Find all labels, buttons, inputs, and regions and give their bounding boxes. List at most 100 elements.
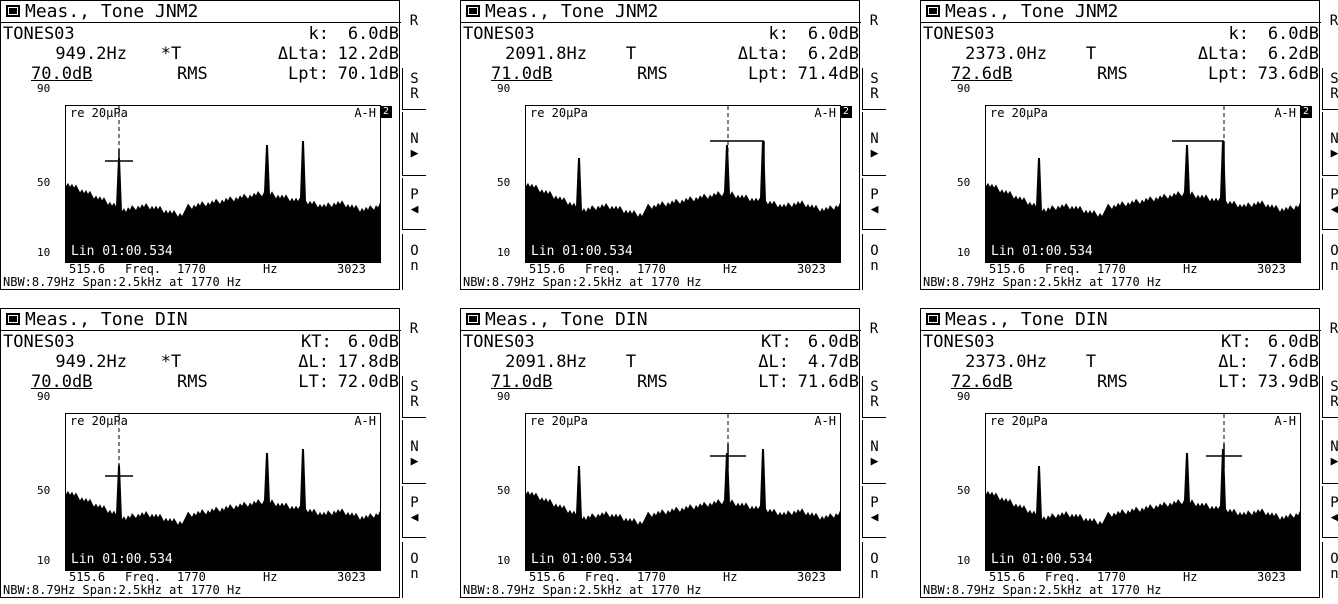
softkey-next[interactable]: N ▶ [862,112,886,176]
freq-axis-unit: Hz [1183,570,1198,584]
tone-mark: T [1085,44,1097,64]
softkey-on[interactable]: O n [402,234,426,290]
window-icon[interactable] [466,5,480,17]
tonal-level-label: Lpt: [748,64,789,84]
softkey-on[interactable]: O n [862,542,886,598]
softkey-on[interactable]: O n [402,542,426,598]
tonal-level-value: 72.0dB [337,372,399,392]
badge: 2 [840,106,852,118]
analyzer-panel: Meas., Tone JNM2 TONES03 k: 6.0dB 949.2H… [0,0,428,294]
display-frame: Meas., Tone DIN TONES03 KT: 6.0dB 2373.0… [920,308,1321,598]
window-icon[interactable] [926,5,940,17]
softkey-prev-label: P [410,187,419,203]
freq-axis-start: 515.6 [69,570,106,584]
softkey-sr[interactable]: S R [1322,68,1338,110]
triangle-left-icon: ◀ [410,202,419,217]
weighting-label: A-H [354,106,376,120]
spectrum-area [66,141,380,263]
softkey-prev[interactable]: P ◀ [862,486,886,538]
softkey-r[interactable]: R [409,321,419,337]
y-tick-bottom: 10 [497,246,511,259]
softkey-prev[interactable]: P ◀ [1322,178,1338,230]
weighting-label: A-H [354,414,376,428]
softkey-next-label: N [410,131,419,147]
window-icon[interactable] [926,313,940,325]
freq-axis-label: Freq. [125,570,162,584]
reference-label: re 20µPa [990,414,1048,428]
spectrum-plot[interactable]: re 20µPa A-H 2 Lin 01:00.534 [985,105,1312,263]
softkey-r[interactable]: R [1329,321,1338,337]
tone-frequency: 2373.0Hz [965,44,1047,64]
softkey-sr-line2: R [870,394,879,410]
display-frame: Meas., Tone JNM2 TONES03 k: 6.0dB 2091.8… [460,0,861,290]
softkey-sr[interactable]: S R [1322,376,1338,418]
softkey-r[interactable]: R [1329,13,1338,29]
time-label: Lin 01:00.534 [988,553,1096,567]
window-icon[interactable] [6,313,20,325]
freq-axis-end: 3023 [337,570,366,584]
spectrum-plot[interactable]: re 20µPa A-H 2 Lin 01:00.534 [65,105,392,263]
softkey-next-label: N [410,439,419,455]
softkey-sr[interactable]: S R [862,376,886,418]
spectrum-plot[interactable]: re 20µPa A-H 2 Lin 01:00.534 [525,105,852,263]
delta-value: 6.2dB [1267,44,1319,64]
softkey-column: R S R N ▶ P ◀ O n [402,0,428,290]
title-bar: Meas., Tone JNM2 [461,1,861,23]
window-icon[interactable] [466,313,480,325]
panel-title: Meas., Tone JNM2 [945,1,1119,22]
weighting-label: A-H [814,106,836,120]
delta-value: 17.8dB [337,352,399,372]
freq-axis-end: 3023 [337,262,366,276]
softkey-on[interactable]: O n [1322,542,1338,598]
measurement-name: TONES03 [463,24,535,44]
softkey-sr-line1: S [410,379,419,395]
softkey-next-label: N [870,439,879,455]
tone-mark: T [625,44,637,64]
softkey-next[interactable]: N ▶ [1322,112,1338,176]
spectrum-plot[interactable]: re 20µPa A-H Lin 01:00.534 [985,413,1301,571]
softkey-r[interactable]: R [869,321,879,337]
reference-label: re 20µPa [530,414,588,428]
softkey-r[interactable]: R [869,13,879,29]
triangle-right-icon: ▶ [1330,454,1338,469]
window-icon[interactable] [6,5,20,17]
softkey-prev[interactable]: P ◀ [862,178,886,230]
triangle-right-icon: ▶ [410,146,419,161]
spectrum-area [526,141,840,263]
softkey-sr[interactable]: S R [402,376,426,418]
y-tick-mid: 50 [37,176,51,189]
softkey-prev[interactable]: P ◀ [402,178,426,230]
softkey-on-line2: n [1330,566,1338,582]
spectrum-plot[interactable]: re 20µPa A-H Lin 01:00.534 [65,413,381,571]
softkey-sr[interactable]: S R [862,68,886,110]
softkey-next[interactable]: N ▶ [402,420,426,484]
softkey-sr-line1: S [870,71,879,87]
softkey-next[interactable]: N ▶ [402,112,426,176]
weighting-label: A-H [1274,414,1296,428]
triangle-left-icon: ◀ [870,510,879,525]
footer-info: NBW:8.79Hz Span:2.5kHz at 1770 Hz [3,583,242,597]
freq-axis-label: Freq. [585,262,622,276]
tone-level: 70.0dB [31,372,93,392]
softkey-prev[interactable]: P ◀ [402,486,426,538]
softkey-r[interactable]: R [409,13,419,29]
tone-mark: *T [160,44,182,64]
softkey-on-line2: n [870,258,879,274]
softkey-sr-line1: S [1330,71,1338,87]
title-bar: Meas., Tone DIN [461,309,861,331]
softkey-next[interactable]: N ▶ [862,420,886,484]
softkey-next[interactable]: N ▶ [1322,420,1338,484]
tonal-level-label: LT: [298,372,329,392]
panel-title: Meas., Tone DIN [485,309,648,330]
tone-level: 70.0dB [31,64,93,84]
softkey-prev[interactable]: P ◀ [1322,486,1338,538]
softkey-on[interactable]: O n [1322,234,1338,290]
softkey-on[interactable]: O n [862,234,886,290]
tone-mark: *T [160,352,182,372]
badge: 2 [380,106,392,118]
time-label: Lin 01:00.534 [988,245,1096,259]
tone-level: 71.0dB [491,64,553,84]
spectrum-plot[interactable]: re 20µPa A-H Lin 01:00.534 [525,413,841,571]
reference-label: re 20µPa [70,106,128,120]
softkey-sr[interactable]: S R [402,68,426,110]
